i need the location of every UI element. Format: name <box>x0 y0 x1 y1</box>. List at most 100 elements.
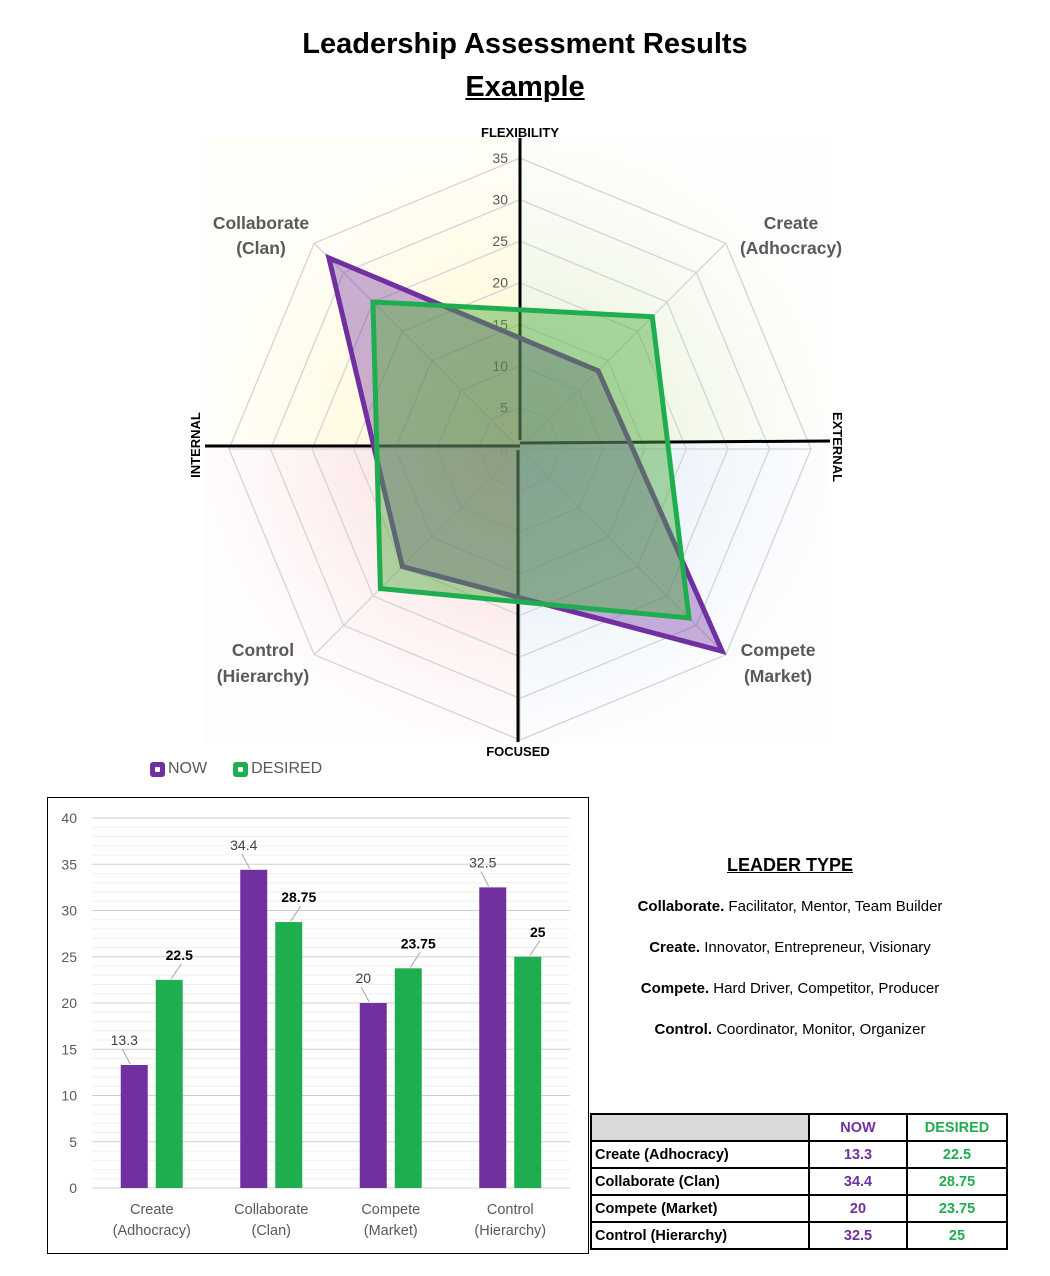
legend-swatch-desired <box>233 761 249 777</box>
table-row-label: Compete (Market) <box>590 1194 810 1223</box>
bar-x-tick-label: Control <box>487 1202 534 1218</box>
leader-type-line: Collaborate. Facilitator, Mentor, Team B… <box>600 898 980 915</box>
bar-label-now: 34.4 <box>230 837 257 853</box>
bar-label-leader <box>360 986 370 1003</box>
bar-x-tick-label: (Hierarchy) <box>474 1223 546 1239</box>
leader-type-line: Compete. Hard Driver, Competitor, Produc… <box>600 980 980 997</box>
results-table: NOW DESIRED Create (Adhocracy) 13.3 22.5… <box>590 1113 1008 1250</box>
leader-type-text: Hard Driver, Competitor, Producer <box>709 980 940 997</box>
page-subtitle: Example <box>465 71 585 103</box>
bar-label-now: 13.3 <box>111 1032 138 1048</box>
bar-x-tick-label: Collaborate <box>234 1202 308 1218</box>
bar-y-tick-label: 30 <box>61 903 77 919</box>
bar-y-tick-label: 40 <box>61 810 77 826</box>
legend: NOW DESIRED <box>150 760 322 778</box>
table-header-row: NOW DESIRED <box>590 1113 1008 1142</box>
table-row-label: Control (Hierarchy) <box>590 1221 810 1250</box>
leader-type-key: Collaborate. <box>637 898 725 915</box>
bar-desired <box>514 956 542 1188</box>
bar-x-tick-label: (Adhocracy) <box>113 1223 191 1239</box>
leader-type-line: Control. Coordinator, Monitor, Organizer <box>600 1021 980 1038</box>
legend-item-desired: DESIRED <box>233 760 322 778</box>
bar-desired <box>275 922 303 1188</box>
table-row-label: Collaborate (Clan) <box>590 1167 810 1196</box>
bar-label-leader <box>409 952 421 968</box>
bar-label-now: 20 <box>355 970 371 986</box>
bar-desired <box>394 968 422 1188</box>
radar-series <box>325 253 727 655</box>
label-control-sub: (Hierarchy) <box>217 666 309 686</box>
leader-type-section: LEADER TYPE Collaborate. Facilitator, Me… <box>600 855 980 1062</box>
bar-label-desired: 22.5 <box>166 947 193 963</box>
leader-type-text: Facilitator, Mentor, Team Builder <box>724 898 943 915</box>
bar-x-tick-label: Compete <box>361 1202 420 1218</box>
bar-label-leader <box>170 963 182 980</box>
leader-type-line: Create. Innovator, Entrepreneur, Visiona… <box>600 939 980 956</box>
bar-label-leader <box>480 871 490 887</box>
leader-type-key: Create. <box>649 939 701 956</box>
bar-label-leader <box>529 940 541 957</box>
radar-spoke <box>313 448 521 656</box>
axis-external: EXTERNAL <box>830 412 845 482</box>
table-header-desired: DESIRED <box>906 1113 1008 1142</box>
radar-tick-label: 30 <box>492 192 508 208</box>
table-row: Create (Adhocracy) 13.3 22.5 <box>590 1140 1008 1169</box>
bar-label-desired: 23.75 <box>401 935 436 951</box>
table-row: Compete (Market) 20 23.75 <box>590 1194 1008 1223</box>
bar-now <box>240 869 268 1188</box>
radar-tick-label: 20 <box>492 275 508 291</box>
label-create-sub: (Adhocracy) <box>740 238 842 258</box>
radar-tick-label: 5 <box>500 399 508 415</box>
label-collaborate: Collaborate <box>213 213 310 233</box>
table-row: Collaborate (Clan) 34.4 28.75 <box>590 1167 1008 1196</box>
table-cell-desired: 25 <box>906 1221 1008 1250</box>
quadrant-adhocracy <box>520 138 830 444</box>
bar-label-leader <box>290 905 302 922</box>
bar-now <box>479 887 507 1188</box>
leader-type-text: Coordinator, Monitor, Organizer <box>712 1021 926 1038</box>
axis-internal: INTERNAL <box>188 412 203 478</box>
legend-item-now: NOW <box>150 760 207 778</box>
axis-flexibility: FLEXIBILITY <box>481 125 559 140</box>
table-cell-desired: 28.75 <box>906 1167 1008 1196</box>
bar-y-tick-label: 0 <box>69 1180 77 1196</box>
table-cell-now: 13.3 <box>808 1140 908 1169</box>
bar-label-leader <box>121 1048 131 1065</box>
bar-y-tick-label: 35 <box>61 856 77 872</box>
table-corner <box>590 1113 810 1142</box>
table-cell-now: 20 <box>808 1194 908 1223</box>
bar-x-tick-label: Create <box>130 1202 174 1218</box>
label-compete: Compete <box>741 640 816 660</box>
bar-y-tick-label: 15 <box>61 1041 77 1057</box>
label-collaborate-sub: (Clan) <box>236 238 286 258</box>
radar-series-desired <box>370 299 692 621</box>
radar-tick-label: 10 <box>492 358 508 374</box>
legend-swatch-now <box>150 761 165 777</box>
bar-label-now: 32.5 <box>469 854 496 870</box>
axis-focused: FOCUSED <box>486 744 550 759</box>
leader-type-key: Control. <box>654 1021 713 1038</box>
bar-y-tick-label: 10 <box>61 1088 77 1104</box>
leader-type-key: Compete. <box>640 980 710 997</box>
radar-spoke <box>313 242 521 450</box>
radar-tick-label: 25 <box>492 233 508 249</box>
bar-y-tick-label: 20 <box>61 995 77 1011</box>
radar-tick-label: 0 <box>500 441 508 457</box>
label-compete-sub: (Market) <box>744 666 812 686</box>
horizontal-axis-right <box>519 439 831 445</box>
table-header-now: NOW <box>808 1113 908 1142</box>
legend-label-now: NOW <box>168 760 208 777</box>
bar-chart-frame: 0 5 10 15 20 25 30 35 40 13.3 22.5 Create (Adhocracy… <box>47 797 589 1254</box>
table-cell-desired: 23.75 <box>906 1194 1008 1223</box>
label-control: Control <box>232 640 294 660</box>
label-create: Create <box>764 213 819 233</box>
bar-x-tick-label: (Market) <box>364 1223 418 1239</box>
bar-x-tick-label: (Clan) <box>252 1223 291 1239</box>
leader-type-text: Innovator, Entrepreneur, Visionary <box>700 939 931 956</box>
bar-y-tick-label: 5 <box>69 1134 77 1150</box>
bar-now <box>120 1064 148 1188</box>
bar-label-desired: 25 <box>530 924 546 940</box>
table-row: Control (Hierarchy) 32.5 25 <box>590 1221 1008 1250</box>
bar-desired <box>155 979 183 1188</box>
radar-tick-label: 35 <box>492 150 508 166</box>
